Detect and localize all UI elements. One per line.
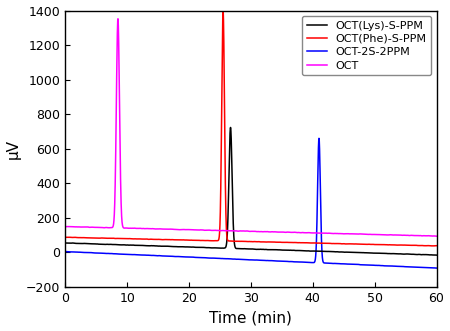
OCT(Lys)-S-PPM [258,247,263,251]
OCT(Lys)-S-PPM [118,243,123,247]
OCT(Lys)-S-PPM [253,247,258,251]
OCT(Phe)-S-PPM [288,241,294,245]
Line: OCT(Lys)-S-PPM: OCT(Lys)-S-PPM [65,127,436,255]
Legend: OCT(Lys)-S-PPM, OCT(Phe)-S-PPM, OCT-2S-2PPM, OCT: OCT(Lys)-S-PPM, OCT(Phe)-S-PPM, OCT-2S-2… [302,16,431,75]
OCT-2S-2PPM [316,136,322,140]
OCT [434,234,439,238]
OCT [115,17,121,21]
OCT(Phe)-S-PPM [159,238,164,242]
OCT(Lys)-S-PPM [159,244,164,248]
OCT(Lys)-S-PPM [228,125,233,129]
OCT-2S-2PPM [258,258,263,262]
OCT(Lys)-S-PPM [288,248,294,252]
Line: OCT-2S-2PPM: OCT-2S-2PPM [65,138,436,268]
OCT [82,225,88,229]
OCT(Phe)-S-PPM [63,235,68,239]
OCT(Phe)-S-PPM [253,240,258,244]
OCT(Lys)-S-PPM [82,242,88,246]
OCT(Lys)-S-PPM [63,241,68,245]
X-axis label: Time (min): Time (min) [210,310,292,325]
OCT(Phe)-S-PPM [220,9,226,13]
OCT(Phe)-S-PPM [258,240,263,244]
OCT(Phe)-S-PPM [118,237,123,241]
OCT [159,227,164,231]
OCT(Phe)-S-PPM [82,236,88,240]
Y-axis label: μV: μV [5,139,21,159]
OCT [288,230,294,234]
OCT [258,230,263,234]
OCT [63,225,68,229]
OCT(Lys)-S-PPM [434,253,439,257]
OCT-2S-2PPM [82,251,88,255]
OCT-2S-2PPM [434,266,439,270]
OCT-2S-2PPM [63,250,68,254]
Line: OCT: OCT [65,19,436,236]
OCT-2S-2PPM [252,258,258,262]
OCT [118,170,123,174]
OCT-2S-2PPM [118,252,123,256]
OCT(Phe)-S-PPM [428,244,434,248]
OCT-2S-2PPM [159,254,164,258]
OCT-2S-2PPM [433,266,439,270]
OCT(Phe)-S-PPM [434,244,439,248]
Line: OCT(Phe)-S-PPM: OCT(Phe)-S-PPM [65,11,436,246]
OCT [253,229,258,233]
OCT-2S-2PPM [288,260,294,263]
